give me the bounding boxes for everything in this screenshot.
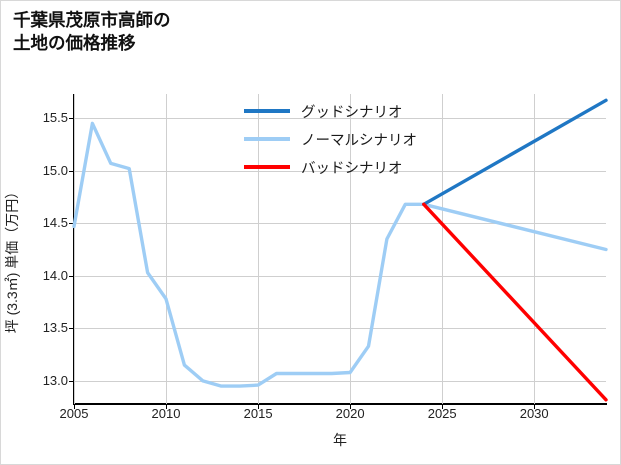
x-tick-mark — [442, 404, 444, 409]
gridline-h — [74, 223, 606, 225]
legend-item-bad: バッドシナリオ — [244, 153, 417, 181]
y-tick-label: 14.0 — [42, 267, 68, 283]
x-tick-label: 2030 — [519, 406, 549, 421]
plot-area: 13.0 13.5 14.0 14.5 15.0 15.5 2005 2010 2015 202… — [4, 94, 608, 448]
legend-swatch-good — [244, 109, 290, 113]
gridline-v — [442, 94, 444, 404]
gridline-v — [350, 94, 352, 404]
y-tick-mark — [69, 170, 74, 172]
line-bad-scenario — [422, 202, 608, 402]
x-tick-mark — [166, 404, 167, 409]
x-tick-mark — [350, 404, 352, 409]
y-tick-label: 15.5 — [42, 110, 68, 126]
y-tick-mark — [69, 275, 74, 277]
y-tick-mark — [69, 118, 74, 120]
legend-swatch-bad — [244, 165, 290, 169]
x-axis-spine — [73, 403, 607, 405]
y-tick-label: 15.0 — [42, 162, 68, 178]
x-tick-label: 2010 — [151, 406, 181, 421]
x-tick-label: 2025 — [427, 406, 457, 421]
legend-label-bad: バッドシナリオ — [301, 160, 403, 177]
gridline-v — [74, 94, 75, 404]
gridline-h — [74, 328, 606, 330]
legend-swatch-normal — [244, 137, 290, 141]
x-tick-label: 2005 — [59, 406, 89, 421]
x-tick-mark — [534, 404, 536, 409]
x-axis-label: 年 — [333, 432, 347, 448]
x-tick-mark — [74, 404, 75, 409]
gridline-v — [258, 94, 260, 404]
y-tick-label: 14.5 — [42, 215, 68, 231]
y-axis-label: 坪 (3.3㎡) 単価（万円） — [4, 184, 20, 334]
y-tick-label: 13.5 — [42, 320, 68, 336]
gridline-h — [74, 170, 606, 172]
gridline-h — [74, 118, 606, 120]
legend-item-normal: ノーマルシナリオ — [244, 125, 417, 153]
data-lines — [72, 98, 608, 402]
y-tick-label: 13.0 — [42, 372, 68, 388]
y-tick-mark — [69, 328, 74, 330]
x-tick-label: 2020 — [335, 406, 365, 421]
line-normal-scenario — [72, 121, 608, 388]
x-tick-mark — [258, 404, 260, 409]
legend-label-good: グッドシナリオ — [301, 104, 403, 121]
legend-item-good: グッドシナリオ — [244, 97, 417, 125]
x-tick-label: 2015 — [243, 406, 273, 421]
legend-label-normal: ノーマルシナリオ — [301, 132, 417, 149]
gridline-h — [74, 380, 606, 382]
y-tick-mark — [69, 223, 74, 225]
gridline-h — [74, 275, 606, 277]
gridline-v — [534, 94, 536, 404]
line-good-scenario — [422, 98, 608, 207]
y-tick-mark — [69, 380, 74, 382]
chart-legend: グッドシナリオ ノーマルシナリオ バッドシナリオ — [240, 95, 421, 183]
gridline-v — [166, 94, 167, 404]
chart-title: 千葉県茂原市高師の 土地の価格推移 — [13, 10, 171, 54]
